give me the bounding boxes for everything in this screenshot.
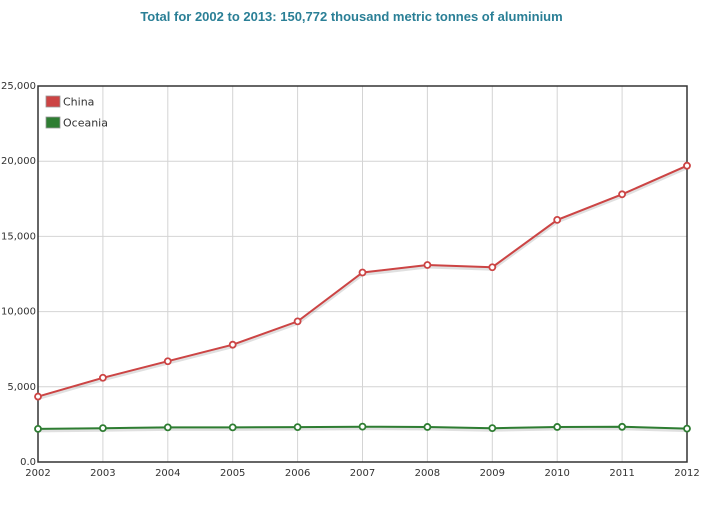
legend-label: Oceania [63, 117, 108, 130]
y-tick-label: 20,000 [1, 156, 36, 167]
x-tick-label: 2007 [350, 468, 375, 479]
data-point-china[interactable] [99, 373, 107, 382]
y-tick-label: 10,000 [1, 307, 36, 318]
data-point-oceania[interactable] [618, 422, 626, 431]
legend-swatch [45, 116, 61, 129]
data-point-china[interactable] [553, 215, 562, 224]
y-tick-label: 25,000 [1, 81, 36, 92]
data-point-oceania[interactable] [293, 423, 302, 432]
data-point-china[interactable] [423, 261, 432, 269]
data-point-china[interactable] [683, 161, 691, 170]
x-tick-label: 2010 [544, 468, 569, 479]
data-point-china[interactable] [228, 340, 237, 349]
x-tick-label: 2009 [480, 468, 505, 479]
data-point-china[interactable] [163, 357, 172, 366]
data-point-oceania[interactable] [99, 424, 107, 433]
legend-swatch [45, 95, 61, 108]
data-points [34, 161, 691, 433]
legend: China Oceania [45, 95, 108, 130]
y-tick-label: 5,000 [7, 382, 36, 393]
x-tick-label: 2005 [220, 468, 245, 479]
plot-area [37, 85, 688, 463]
data-point-china[interactable] [34, 392, 42, 401]
x-tick-label: 2008 [415, 468, 440, 479]
legend-item-oceania[interactable]: Oceania [45, 116, 108, 130]
data-point-china[interactable] [618, 190, 626, 199]
data-point-oceania[interactable] [34, 425, 42, 433]
x-tick-label: 2011 [609, 468, 634, 479]
data-point-china[interactable] [358, 268, 367, 277]
data-point-oceania[interactable] [488, 424, 497, 433]
data-point-oceania[interactable] [553, 423, 562, 431]
y-tick-label: 15,000 [1, 231, 36, 242]
x-tick-label: 2003 [90, 468, 115, 479]
data-point-oceania[interactable] [358, 422, 367, 431]
data-point-china[interactable] [488, 263, 497, 272]
data-point-oceania[interactable] [228, 423, 237, 432]
data-point-china[interactable] [293, 317, 302, 326]
x-axis-tick-labels: 2002 2003 2004 2005 2006 2007 2008 2009 2010 2011… [25, 468, 699, 479]
chart-title: Total for 2002 to 2013: 150,772 thousand… [140, 9, 563, 24]
x-tick-label: 2004 [155, 468, 180, 479]
y-tick-label: 0.0 [20, 457, 36, 468]
plot-frame [37, 85, 688, 463]
data-point-oceania[interactable] [683, 424, 691, 433]
x-tick-label: 2002 [25, 468, 50, 479]
legend-item-china[interactable]: China [45, 95, 94, 109]
y-axis-tick-labels: 0.0 5,000 10,000 15,000 20,000 25,000 [1, 81, 36, 468]
legend-label: China [63, 96, 94, 109]
data-point-oceania[interactable] [423, 423, 432, 431]
data-point-oceania[interactable] [163, 423, 172, 432]
x-tick-label: 2006 [285, 468, 310, 479]
x-tick-label: 2012 [674, 468, 699, 479]
